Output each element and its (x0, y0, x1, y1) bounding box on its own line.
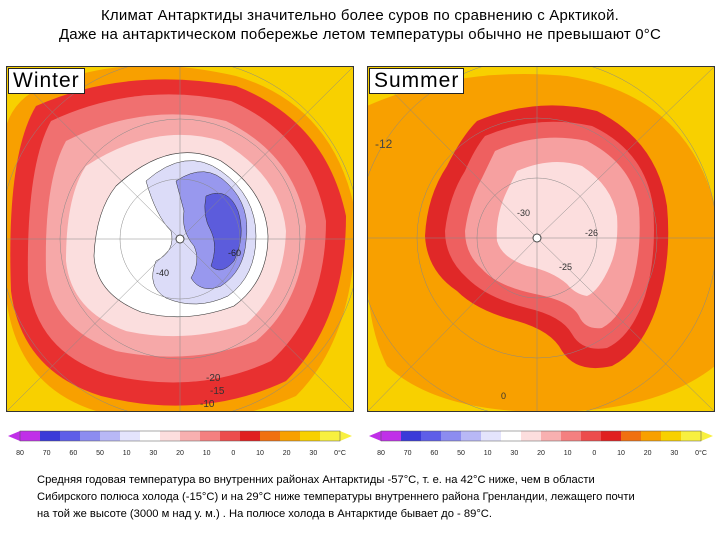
summer-scale-swatch (481, 431, 502, 441)
caption-line-1: Средняя годовая температура во внутренни… (37, 474, 595, 486)
winter-contour-label-3: -10 (200, 399, 215, 410)
winter-map: -20 -15 -10 -60 -40 Winter (6, 66, 354, 412)
summer-color-scale: 80 70 60 50 10 30 20 10 0 10 20 30 0°C (367, 428, 715, 462)
summer-scale-swatch (581, 431, 602, 441)
winter-color-scale: 80 70 60 50 10 30 20 10 0 10 20 30 0°C (6, 428, 354, 462)
winter-scale-border (19, 430, 341, 442)
summer-scale-swatch (681, 431, 702, 441)
summer-map-border (367, 66, 715, 412)
heading-line-1: Климат Антарктиды значительно более суро… (100, 7, 620, 24)
winter-scale-tick-label: 80 (16, 450, 24, 457)
summer-scale-tick-label: 50 (457, 450, 465, 457)
winter-scale-swatch (320, 431, 341, 441)
winter-scale-swatch (240, 431, 261, 441)
summer-scale-arrow-left (369, 431, 381, 441)
summer-scale-tick-label: 80 (377, 450, 385, 457)
caption-line-3: на той же высоте (3000 м над у. м.) . На… (37, 508, 492, 520)
summer-scale-tick-label: 10 (484, 450, 492, 457)
summer-scale-tick-label: 10 (617, 450, 625, 457)
summer-scale-swatch (601, 431, 622, 441)
summer-contour-label-4: -30 (517, 208, 530, 218)
winter-scale-tick-label: 30 (309, 450, 317, 457)
winter-band-deep-blue (204, 192, 242, 271)
winter-scale-tick-label: 20 (283, 450, 291, 457)
winter-scale-swatch (260, 431, 281, 441)
winter-scale-swatch (60, 431, 81, 441)
winter-scale-swatch (220, 431, 241, 441)
winter-scale-tick-label: 70 (43, 450, 51, 457)
summer-contour-label-1: -12 (375, 137, 393, 151)
winter-scale-tick-label: 50 (96, 450, 104, 457)
summer-scale-swatch (421, 431, 442, 441)
winter-scale-swatch (200, 431, 221, 441)
winter-scale-arrow-right (340, 431, 352, 441)
winter-scale-tick-label: 10 (256, 450, 264, 457)
summer-contour-label-5: 0 (501, 391, 506, 401)
winter-scale-swatch (140, 431, 161, 441)
summer-scale-arrow-right (701, 431, 713, 441)
summer-scale-swatch (381, 431, 402, 441)
winter-map-label: Winter (8, 68, 85, 94)
winter-scale-swatch (300, 431, 321, 441)
summer-map-label: Summer (369, 68, 465, 94)
winter-scale-arrow-left (8, 431, 20, 441)
winter-scale-tick-label: 0°C (334, 449, 346, 457)
winter-contour-label-2: -15 (210, 386, 225, 397)
winter-scale-swatch (100, 431, 121, 441)
caption: Средняя годовая температура во внутренни… (37, 472, 697, 523)
winter-contour-label-1: -20 (206, 373, 221, 384)
winter-scale-swatch (20, 431, 41, 441)
caption-line-2: Сибирского полюса холода (-15°С) и на 29… (37, 491, 635, 503)
summer-map: -12 -25 -26 -30 0 Summer (367, 66, 715, 412)
winter-pole-marker (175, 234, 185, 244)
heading-line-2: Даже на антарктическом побережье летом т… (58, 26, 662, 43)
summer-scale-tick-label: 0 (592, 450, 596, 457)
winter-scale-tick-label: 0 (231, 450, 235, 457)
winter-scale-tick-label: 10 (203, 450, 211, 457)
summer-contour-label-3: -26 (585, 228, 598, 238)
summer-map-graphic: -12 -25 -26 -30 0 (367, 66, 715, 412)
winter-graticule (6, 66, 354, 412)
summer-scale-tick-label: 70 (404, 450, 412, 457)
summer-pole-marker (532, 233, 542, 243)
winter-contour-label-4: -60 (228, 248, 241, 258)
winter-contour-label-5: -40 (156, 268, 169, 278)
summer-scale-border (380, 430, 702, 442)
winter-color-scale-graphic: 80 70 60 50 10 30 20 10 0 10 20 30 0°C (8, 430, 352, 457)
winter-scale-swatch (160, 431, 181, 441)
summer-scale-tick-label: 0°C (695, 449, 707, 457)
summer-scale-swatch (461, 431, 482, 441)
summer-color-scale-graphic: 80 70 60 50 10 30 20 10 0 10 20 30 0°C (369, 430, 713, 457)
winter-scale-swatch (280, 431, 301, 441)
summer-scale-swatch (541, 431, 562, 441)
winter-scale-swatch (180, 431, 201, 441)
summer-scale-tick-label: 20 (537, 450, 545, 457)
summer-scale-swatch (621, 431, 642, 441)
summer-scale-swatch (561, 431, 582, 441)
winter-scale-tick-label: 60 (69, 450, 77, 457)
winter-map-border (6, 66, 354, 412)
winter-scale-tick-label: 20 (176, 450, 184, 457)
summer-scale-tick-label: 30 (510, 450, 518, 457)
summer-graticule (367, 66, 715, 412)
summer-scale-tick-label: 30 (670, 450, 678, 457)
summer-band-light-pink (496, 162, 618, 296)
summer-scale-swatch (521, 431, 542, 441)
winter-scale-tick-label: 10 (123, 450, 131, 457)
summer-scale-tick-label: 10 (564, 450, 572, 457)
winter-scale-swatch (80, 431, 101, 441)
winter-map-graphic: -20 -15 -10 -60 -40 (6, 66, 354, 412)
summer-scale-swatch (501, 431, 522, 441)
winter-scale-swatch (40, 431, 61, 441)
summer-scale-swatch (401, 431, 422, 441)
winter-scale-tick-label: 30 (149, 450, 157, 457)
summer-scale-swatch (641, 431, 662, 441)
summer-contour-label-2: -25 (559, 262, 572, 272)
summer-scale-swatch (441, 431, 462, 441)
summer-scale-swatch (661, 431, 682, 441)
winter-scale-swatch (120, 431, 141, 441)
summer-scale-tick-label: 60 (430, 450, 438, 457)
summer-scale-tick-label: 20 (644, 450, 652, 457)
